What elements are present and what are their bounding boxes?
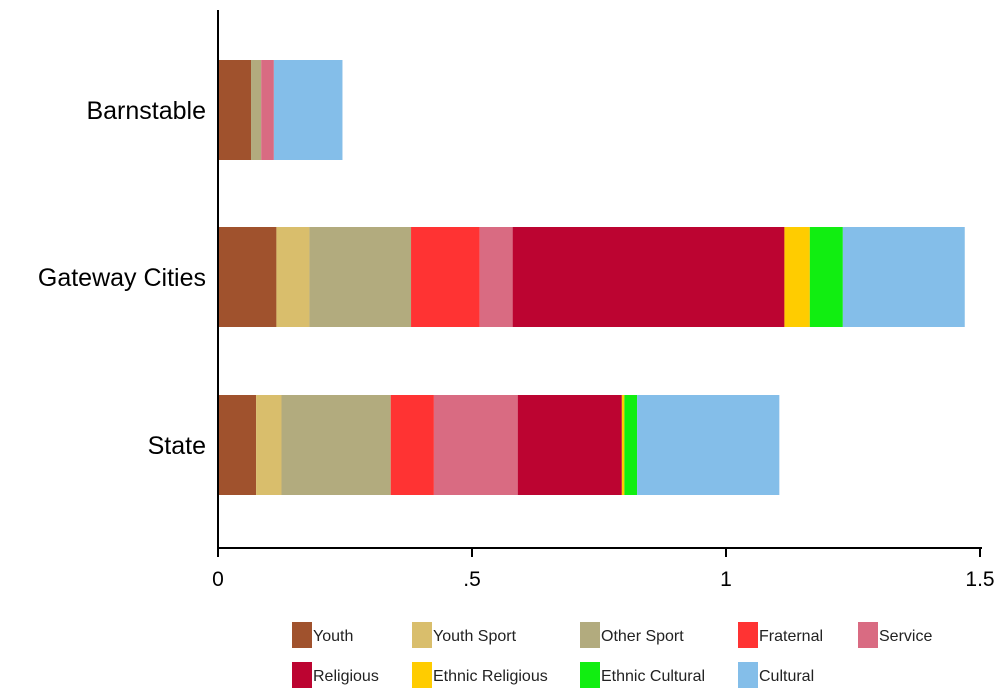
bar-state-fraternal (390, 395, 434, 495)
category-labels: Barnstable Gateway Cities State (38, 97, 206, 460)
bar-gateway-cities-religious (512, 227, 785, 327)
category-label-state: State (148, 432, 206, 460)
legend-item-youth-sport: Youth Sport (412, 622, 517, 648)
legend-label: Service (879, 628, 932, 645)
bar-barnstable-service (261, 60, 274, 160)
bar-state-cultural (637, 395, 780, 495)
bar-gateway-cities-ethnic-religious (784, 227, 810, 327)
legend-label: Ethnic Cultural (601, 668, 705, 685)
axes-group (217, 10, 982, 549)
legend-swatch (292, 662, 312, 688)
legend-item-cultural: Cultural (738, 662, 814, 688)
legend: Youth Youth Sport Other Sport Fraternal Serv… (292, 622, 932, 688)
bar-state-ethnic-religious (621, 395, 625, 495)
x-tick-label: 0 (212, 568, 224, 591)
x-tick-label: 1 (720, 568, 732, 591)
legend-item-other-sport: Other Sport (580, 622, 684, 648)
bar-barnstable-other-sport (251, 60, 262, 160)
bar-gateway-cities-ethnic-cultural (809, 227, 843, 327)
legend-item-service: Service (858, 622, 932, 648)
bar-gateway-cities-youth-sport (276, 227, 310, 327)
legend-label: Youth Sport (433, 628, 517, 645)
bar-gateway-cities-fraternal (411, 227, 480, 327)
bar-state-ethnic-cultural (624, 395, 638, 495)
legend-label: Other Sport (601, 628, 684, 645)
legend-item-religious: Religious (292, 662, 379, 688)
bar-gateway-cities-service (479, 227, 513, 327)
legend-swatch (292, 622, 312, 648)
legend-item-ethnic-religious: Ethnic Religious (412, 662, 548, 688)
bar-gateway-cities-other-sport (309, 227, 412, 327)
bar-state-youth-sport (256, 395, 282, 495)
legend-label: Ethnic Religious (433, 668, 548, 685)
x-axis-ticks: 0 .5 1 1.5 (212, 548, 995, 591)
legend-label: Fraternal (759, 628, 823, 645)
category-label-gateway-cities: Gateway Cities (38, 264, 206, 292)
bar-gateway-cities-cultural (842, 227, 965, 327)
bar-gateway-cities-youth (218, 227, 277, 327)
legend-label: Cultural (759, 668, 814, 685)
x-tick-label: .5 (463, 568, 481, 591)
legend-swatch (412, 662, 432, 688)
bar-state-religious (517, 395, 622, 495)
legend-swatch (738, 662, 758, 688)
bar-state-youth (218, 395, 257, 495)
bar-state-other-sport (281, 395, 391, 495)
legend-label: Religious (313, 668, 379, 685)
bar-state-service (433, 395, 518, 495)
legend-label: Youth (313, 628, 353, 645)
bar-barnstable-youth (218, 60, 252, 160)
x-tick-label: 1.5 (965, 568, 994, 591)
legend-swatch (580, 662, 600, 688)
bars-group (218, 60, 965, 495)
legend-swatch (738, 622, 758, 648)
legend-item-ethnic-cultural: Ethnic Cultural (580, 662, 705, 688)
category-label-barnstable: Barnstable (86, 97, 206, 125)
legend-swatch (580, 622, 600, 648)
legend-item-fraternal: Fraternal (738, 622, 823, 648)
legend-swatch (412, 622, 432, 648)
legend-item-youth: Youth (292, 622, 353, 648)
legend-swatch (858, 622, 878, 648)
bar-barnstable-cultural (273, 60, 343, 160)
